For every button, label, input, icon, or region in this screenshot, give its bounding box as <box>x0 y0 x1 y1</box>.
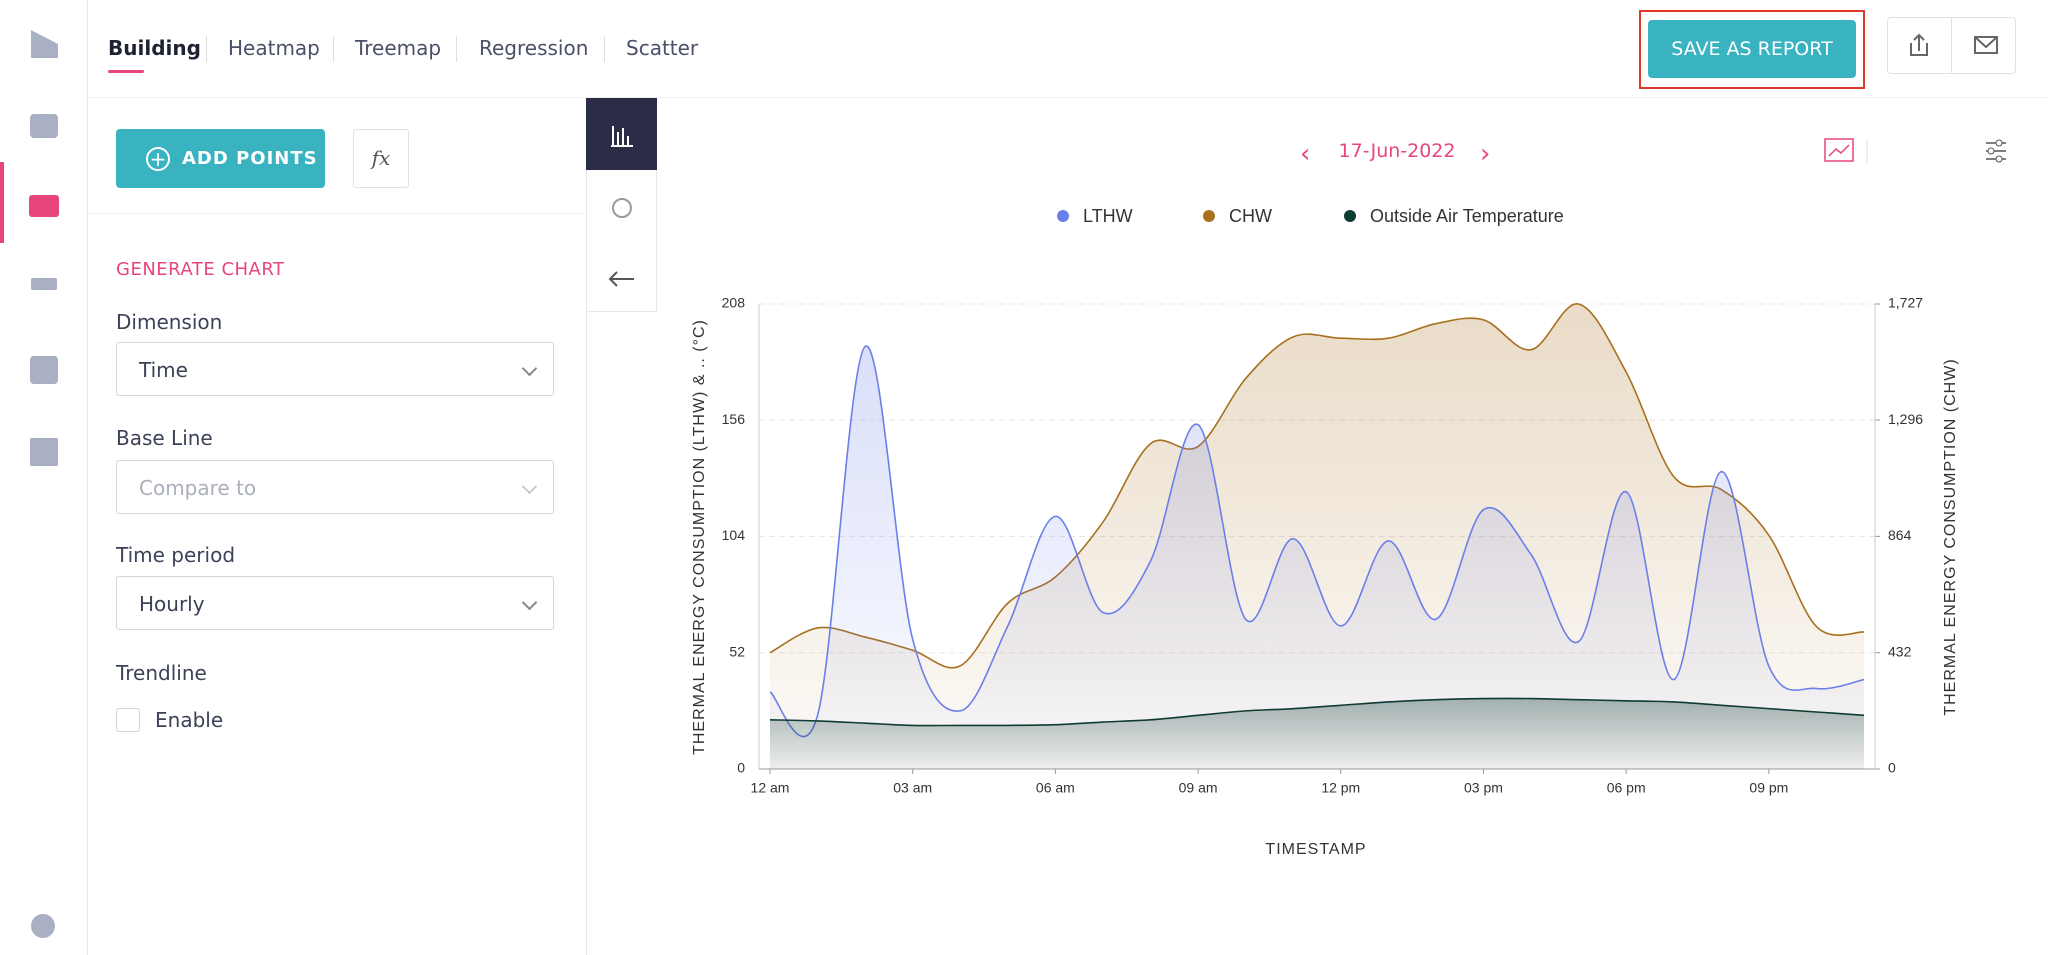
y-tick-label: 52 <box>729 643 745 659</box>
select-placeholder: Compare to <box>139 476 257 500</box>
tool-icons <box>608 126 634 287</box>
y2-tick-label: 1,727 <box>1888 295 1923 311</box>
legend-marker <box>1344 210 1356 222</box>
x-axis-title: TIMESTAMP <box>1265 841 1366 858</box>
save-report-button[interactable]: SAVE AS REPORT <box>1648 20 1856 78</box>
x-tick-label: 12 pm <box>1321 780 1360 796</box>
tab[interactable]: Building <box>108 36 201 60</box>
x-tick-label: 06 am <box>1036 780 1075 796</box>
series-area <box>770 698 1864 769</box>
y-axis-title: THERMAL ENERGY CONSUMPTION (LTHW) & .. (… <box>691 319 708 755</box>
x-tick-label: 12 am <box>751 780 790 796</box>
legend-label: Outside Air Temperature <box>1370 206 1564 226</box>
prev-date[interactable]: ‹ <box>1300 139 1311 169</box>
chart-icon[interactable] <box>29 195 59 217</box>
y-tick-label: 208 <box>722 295 746 311</box>
active-indicator <box>0 162 4 243</box>
field-label: Base Line <box>116 426 213 450</box>
baseline-select[interactable]: Compare to <box>116 460 554 514</box>
select-value: Hourly <box>139 592 205 616</box>
next-date[interactable]: › <box>1480 139 1491 169</box>
x-tick-label: 03 pm <box>1464 780 1503 796</box>
chevron <box>521 360 538 377</box>
back-icon[interactable] <box>608 271 634 287</box>
chevron <box>521 478 538 495</box>
time-period-select[interactable]: Hourly <box>116 576 554 630</box>
tool-strip <box>586 98 657 312</box>
chart-tool[interactable] <box>586 98 657 170</box>
action-icons <box>1910 33 1998 56</box>
panel-border <box>586 98 587 955</box>
chevron <box>521 594 538 611</box>
top-bar <box>87 0 2048 98</box>
plus-icon: + <box>146 147 170 171</box>
tab[interactable]: Treemap <box>355 36 442 60</box>
layout-icon[interactable] <box>30 438 58 466</box>
divider <box>1951 17 1952 74</box>
archive-icon[interactable] <box>30 114 58 138</box>
series-line <box>769 345 1865 738</box>
series-area <box>770 346 1864 769</box>
building-icon[interactable] <box>31 30 58 58</box>
y-tick-label: 0 <box>737 760 745 776</box>
tab-separator <box>333 36 334 62</box>
y2-tick-label: 432 <box>1888 643 1912 659</box>
chart-controls <box>1824 138 2006 163</box>
tab-separator <box>604 36 605 62</box>
tab[interactable]: Heatmap <box>228 36 320 60</box>
checkbox[interactable] <box>116 708 140 732</box>
date: 17-Jun-2022 <box>1338 140 1456 162</box>
bar-icon <box>611 126 633 147</box>
tab-separator <box>206 36 207 62</box>
legend-label: CHW <box>1229 206 1272 226</box>
share-icon[interactable] <box>1910 33 1928 56</box>
field-label: Trendline <box>116 661 207 685</box>
side-rail <box>0 0 88 955</box>
x-tick-label: 03 am <box>893 780 932 796</box>
formula-button[interactable]: fx <box>353 129 409 188</box>
select-value: Time <box>139 358 188 382</box>
y2-tick-label: 0 <box>1888 760 1896 776</box>
section-title: GENERATE CHART <box>116 259 285 280</box>
rail-icons <box>29 30 59 938</box>
series-line <box>769 697 1865 727</box>
legend-marker <box>1203 210 1215 222</box>
tab[interactable]: Regression <box>479 36 589 60</box>
x-tick-label: 09 am <box>1179 780 1218 796</box>
y-tick-label: 104 <box>722 527 746 543</box>
checkbox-label[interactable]: Enable <box>155 708 224 732</box>
series-line <box>769 303 1865 669</box>
legend-label: LTHW <box>1083 206 1133 226</box>
y2-tick-label: 864 <box>1888 527 1912 543</box>
alarm-icon[interactable] <box>31 278 57 290</box>
mail-icon[interactable] <box>1974 36 1998 54</box>
device-icon[interactable] <box>30 356 58 384</box>
tab-underline <box>108 70 144 73</box>
dimension-select[interactable]: Time <box>116 342 554 396</box>
gear-icon[interactable] <box>612 198 632 218</box>
y2-tick-label: 1,296 <box>1888 411 1923 427</box>
line-chart-toggle[interactable] <box>1824 138 1854 162</box>
panel-divider <box>87 213 586 214</box>
field-label: Dimension <box>116 310 223 334</box>
x-tick-label: 09 pm <box>1749 780 1788 796</box>
settings-icon[interactable] <box>31 914 55 938</box>
field-label: Time period <box>116 543 236 567</box>
tab[interactable]: Scatter <box>626 36 699 60</box>
tab-separator <box>456 36 457 62</box>
y2-axis-title: THERMAL ENERGY CONSUMPTION (CHW) <box>1942 358 1959 715</box>
y-tick-label: 156 <box>722 411 746 427</box>
x-tick-label: 06 pm <box>1607 780 1646 796</box>
legend-marker <box>1057 210 1069 222</box>
highlight-box <box>1639 10 1865 89</box>
